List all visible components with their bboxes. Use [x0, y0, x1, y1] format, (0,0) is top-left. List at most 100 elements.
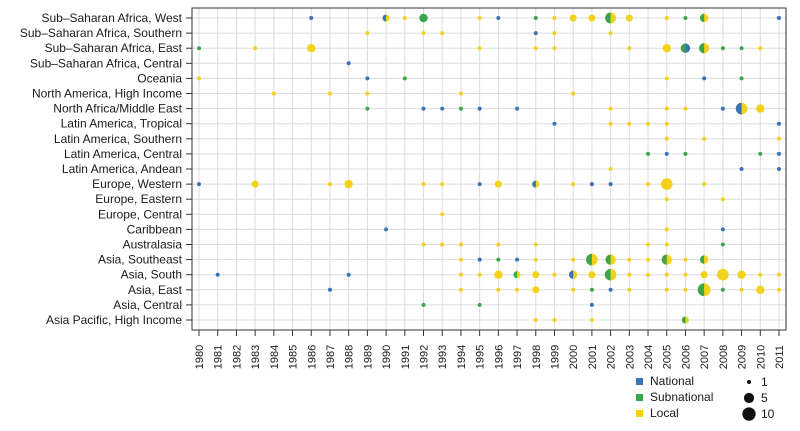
data-point [309, 16, 314, 20]
x-tick-label: 2001 [587, 345, 599, 369]
legend-size-label: 5 [761, 391, 768, 405]
x-tick-label: 1995 [475, 345, 487, 369]
legend-size-dot [743, 392, 755, 404]
y-tick-label: Asia, East [128, 283, 183, 297]
data-point [344, 179, 353, 189]
data-point [739, 46, 744, 51]
y-tick-label: Asia Pacific, High Income [46, 313, 182, 327]
y-tick-label: Sub–Saharan Africa, Central [30, 56, 182, 70]
data-point [777, 272, 781, 277]
data-point-mixed-slice [604, 268, 611, 281]
data-point [737, 270, 746, 279]
data-point [440, 106, 445, 111]
data-point [589, 302, 594, 307]
data-point [346, 272, 351, 277]
data-point [739, 76, 744, 81]
data-point [625, 14, 633, 22]
legend-label: Subnational [650, 390, 713, 404]
data-point [588, 14, 596, 22]
data-point [251, 180, 259, 188]
data-point [477, 257, 482, 262]
data-point [477, 272, 482, 277]
data-point-mixed-slice [569, 270, 574, 279]
data-point [384, 227, 389, 232]
y-tick-label: Europe, Central [98, 207, 182, 221]
x-tick-label: 2007 [699, 345, 711, 369]
data-point [646, 121, 651, 126]
data-point [627, 121, 632, 126]
data-point [777, 287, 781, 292]
data-point [627, 257, 632, 262]
x-tick-label: 2011 [774, 345, 786, 369]
data-point [646, 151, 651, 156]
data-point [739, 287, 744, 292]
data-point [440, 31, 445, 36]
data-point-mixed-slice [681, 316, 686, 324]
y-tick-label: Asia, Southeast [98, 253, 183, 267]
data-point [327, 287, 332, 292]
legend-swatch [636, 410, 643, 417]
legend-swatch [636, 378, 643, 385]
data-point-mixed-slice [513, 271, 518, 279]
data-point [458, 106, 463, 111]
data-point [756, 104, 765, 113]
data-point [327, 182, 332, 187]
data-point [646, 242, 651, 247]
data-point [532, 271, 540, 279]
x-tick-label: 2009 [737, 345, 749, 369]
data-point [664, 136, 669, 141]
data-point [533, 46, 538, 51]
data-point [496, 287, 501, 292]
data-point [307, 44, 316, 53]
y-tick-label: Caribbean [127, 222, 182, 236]
x-tick-label: 1982 [231, 345, 243, 369]
data-point [683, 287, 688, 292]
data-point [533, 257, 538, 262]
data-point [477, 16, 482, 20]
data-point [571, 91, 576, 96]
data-point [739, 167, 744, 171]
data-point [346, 61, 351, 66]
data-point [608, 121, 613, 126]
data-point [702, 136, 707, 141]
data-point [477, 106, 482, 111]
data-point [627, 272, 632, 277]
data-point [327, 91, 332, 96]
data-point [608, 182, 613, 187]
data-point-mixed-slice [699, 13, 705, 23]
data-point [533, 318, 538, 322]
data-point [365, 91, 370, 96]
data-point [571, 257, 576, 262]
data-point [777, 136, 781, 141]
data-point [660, 178, 673, 190]
y-tick-label: Sub–Saharan Africa, West [41, 11, 182, 25]
x-tick-label: 1988 [344, 345, 356, 369]
y-tick-label: Latin America, Southern [54, 132, 182, 146]
data-point [756, 285, 765, 294]
y-axis: Sub–Saharan Africa, West Sub–Saharan Afri… [20, 11, 192, 327]
data-point [552, 31, 557, 36]
data-point [720, 197, 725, 202]
data-point [440, 182, 445, 187]
data-point [533, 16, 538, 20]
data-point-mixed-slice [605, 254, 611, 265]
data-point [758, 151, 763, 156]
data-point [571, 182, 576, 187]
x-tick-label: 1994 [456, 345, 468, 369]
data-point [627, 46, 632, 51]
legend: National Subnational Local 1 5 10 [636, 374, 775, 421]
data-point [664, 197, 669, 202]
data-point-mixed-slice [735, 102, 742, 115]
data-point [702, 76, 707, 81]
data-point [608, 31, 613, 36]
data-point [458, 287, 463, 292]
legend-size-label: 10 [761, 407, 775, 421]
data-point [440, 212, 445, 217]
data-point [664, 272, 669, 277]
legend-label: National [650, 374, 694, 388]
data-point [253, 46, 258, 51]
y-tick-label: Asia, South [121, 268, 182, 282]
data-point [215, 272, 220, 277]
data-point [365, 31, 370, 36]
y-tick-label: Latin America, Central [64, 147, 182, 161]
